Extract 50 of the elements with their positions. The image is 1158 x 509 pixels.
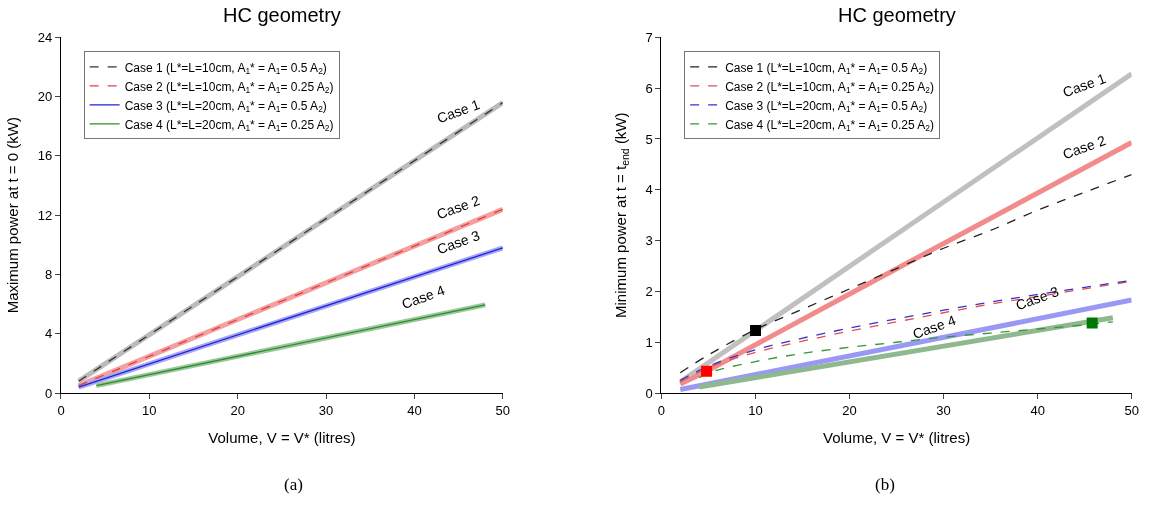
y-tick-label: 0 [45, 385, 53, 401]
x-tick-label: 20 [230, 402, 245, 418]
legend-label: Case 4 (L*=L=20cm, A$_{1}$* = A$_{1}$= 0.25 A$_{2}$) [725, 117, 934, 134]
x-tick-label: 10 [748, 402, 763, 418]
annotation: Case 4 [910, 311, 958, 343]
y-tick-label: 4 [45, 326, 53, 342]
y-tick-label: 20 [37, 89, 53, 105]
legend-label: Case 1 (L*=L=10cm, A$_{1}$* = A$_{1}$= 0.5 A$_{2}$) [725, 60, 928, 77]
chart-title: HC geometry [838, 4, 956, 26]
y-tick-label: 1 [645, 334, 653, 350]
x-tick-label: 20 [842, 402, 857, 418]
x-tick-label: 0 [657, 402, 666, 418]
x-axis-title: Volume, V = V* (litres) [823, 428, 971, 446]
y-tick-label: 0 [645, 385, 653, 401]
legend-label: Case 2 (L*=L=10cm, A$_{1}$* = A$_{1}$= 0.25 A$_{2}$) [124, 79, 334, 96]
y-tick-label: 8 [45, 267, 53, 283]
x-tick-label: 50 [495, 402, 511, 418]
y-axis-title: Maximum power at t = 0 (kW) [4, 117, 22, 314]
annotation: Case 1 [1060, 70, 1108, 101]
text: (a) [284, 475, 303, 494]
text: (b) [875, 475, 895, 494]
y-tick-label: 2 [645, 283, 653, 299]
annotation: Case 3 [434, 226, 483, 258]
y-tick-label: 12 [37, 207, 53, 223]
legend-label: Case 4 (L*=L=20cm, A$_{1}$* = A$_{1}$= 0.25 A$_{2}$) [124, 117, 334, 134]
legend-label: Case 3 (L*=L=20cm, A$_{1}$* = A$_{1}$= 0.5 A$_{2}$) [725, 98, 928, 115]
legend-label: Case 1 (L*=L=10cm, A$_{1}$* = A$_{1}$= 0.5 A$_{2}$) [124, 60, 327, 77]
annotation: Case 2 [434, 191, 483, 223]
x-tick-label: 0 [57, 402, 65, 418]
x-tick-label: 30 [936, 402, 951, 418]
x-tick-label: 40 [1030, 402, 1045, 418]
annotation: Case 2 [1060, 132, 1108, 163]
y-tick-label: 3 [645, 233, 653, 249]
y-tick-label: 4 [645, 182, 653, 198]
annotation: Case 3 [1013, 282, 1061, 314]
legend-label: Case 2 (L*=L=10cm, A$_{1}$* = A$_{1}$= 0.25 A$_{2}$) [725, 79, 934, 96]
x-tick-label: 50 [1124, 402, 1139, 418]
y-tick-label: 5 [645, 131, 653, 147]
x-tick-label: 40 [407, 402, 422, 418]
y-tick-label: 7 [645, 29, 653, 45]
annotation: Case 4 [399, 281, 447, 313]
x-tick-label: 30 [318, 402, 334, 418]
x-axis-title: Volume, V = V* (litres) [208, 428, 356, 446]
annotation: Case 1 [434, 95, 483, 127]
x-tick-label: 10 [142, 402, 157, 418]
y-tick-label: 16 [37, 148, 53, 164]
y-tick-label: 24 [37, 29, 53, 45]
y-tick-label: 6 [645, 80, 653, 96]
chart-title: HC geometry [223, 4, 341, 26]
legend-label: Case 3 (L*=L=20cm, A$_{1}$* = A$_{1}$= 0.5 A$_{2}$) [124, 98, 327, 115]
